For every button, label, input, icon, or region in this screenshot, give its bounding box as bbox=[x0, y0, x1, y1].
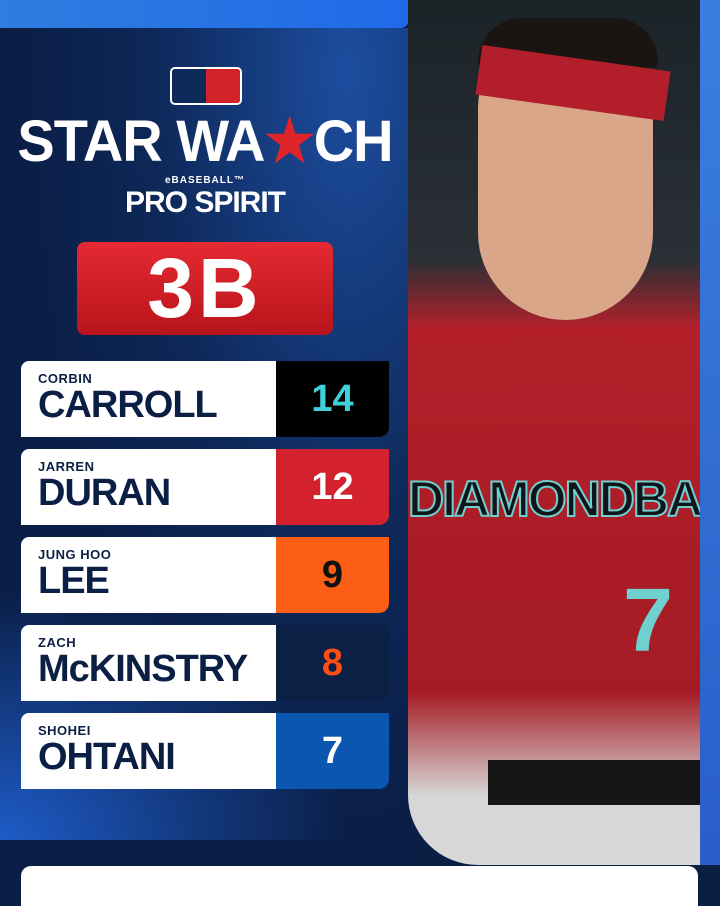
player-value: 9 bbox=[276, 537, 389, 613]
player-row: ZACH McKINSTRY 8 bbox=[21, 625, 389, 701]
last-name: OHTANI bbox=[38, 736, 176, 778]
player-name: SHOHEI OHTANI bbox=[21, 713, 276, 789]
star-icon: ★ bbox=[264, 107, 314, 174]
player-value: 7 bbox=[276, 713, 389, 789]
player-value: 14 bbox=[276, 361, 389, 437]
last-name: LEE bbox=[38, 560, 110, 602]
jersey-text: DIAMONDBACKS bbox=[408, 470, 720, 528]
first-name: JARREN bbox=[38, 459, 95, 474]
player-name: JARREN DURAN bbox=[21, 449, 276, 525]
sponsor-small: eBASEBALL™ bbox=[164, 175, 245, 186]
player-row: JUNG HOO LEE 9 bbox=[21, 537, 389, 613]
player-row: SHOHEI OHTANI 7 bbox=[21, 713, 389, 789]
title: STAR WA★CH bbox=[17, 107, 393, 174]
first-name: SHOHEI bbox=[38, 723, 91, 738]
last-name: DURAN bbox=[38, 472, 171, 514]
mlb-logo bbox=[170, 67, 242, 105]
top-bar bbox=[0, 0, 410, 28]
player-value: 8 bbox=[276, 625, 389, 701]
sponsor: PRO SPIRIT bbox=[124, 186, 286, 219]
jersey-number: 7 bbox=[623, 571, 674, 671]
player-name: JUNG HOO LEE bbox=[21, 537, 276, 613]
position-badge: 3B bbox=[77, 242, 333, 335]
last-name: McKINSTRY bbox=[38, 648, 248, 690]
player-name: CORBIN CARROLL bbox=[21, 361, 276, 437]
player-photo: DIAMONDBACKS 7 bbox=[408, 0, 720, 865]
first-name: JUNG HOO bbox=[38, 547, 112, 562]
first-name: CORBIN bbox=[38, 371, 93, 386]
belt bbox=[488, 760, 720, 805]
bottom-card bbox=[21, 866, 698, 906]
last-name: CARROLL bbox=[38, 384, 218, 426]
player-row: JARREN DURAN 12 bbox=[21, 449, 389, 525]
edge-strip bbox=[700, 0, 720, 865]
first-name: ZACH bbox=[38, 635, 77, 650]
player-value: 12 bbox=[276, 449, 389, 525]
player-row: CORBIN CARROLL 14 bbox=[21, 361, 389, 437]
player-name: ZACH McKINSTRY bbox=[21, 625, 276, 701]
